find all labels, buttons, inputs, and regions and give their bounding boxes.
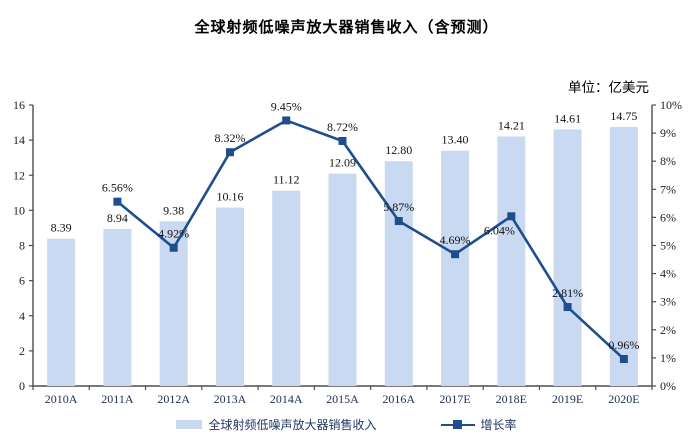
growth-value-label: 0.96%	[608, 338, 639, 352]
growth-marker	[394, 217, 403, 226]
growth-value-label: 4.92%	[158, 227, 189, 241]
revenue-bar	[497, 136, 526, 386]
revenue-bar	[609, 126, 638, 386]
x-axis-label: 2016A	[382, 392, 415, 406]
bar-value-label: 14.75	[610, 109, 637, 123]
x-axis-label: 2017E	[439, 392, 470, 406]
right-axis-tick-label: 8%	[660, 154, 676, 168]
left-axis-tick-label: 8	[19, 239, 25, 253]
right-axis-tick-label: 4%	[660, 267, 676, 281]
right-axis-tick-label: 7%	[660, 182, 676, 196]
x-axis-label: 2010A	[45, 392, 78, 406]
right-axis-tick-label: 5%	[660, 239, 676, 253]
bar-value-label: 9.38	[163, 203, 184, 217]
legend-growth-label: 增长率	[480, 418, 517, 432]
right-axis-tick-label: 10%	[660, 98, 682, 112]
bar-value-label: 11.12	[273, 173, 300, 187]
bar-value-label: 14.21	[498, 118, 525, 132]
x-axis-label: 2018E	[496, 392, 527, 406]
growth-marker	[338, 136, 347, 145]
left-axis-tick-label: 12	[13, 168, 25, 182]
growth-marker	[225, 148, 234, 157]
legend-item-growth: 增长率	[440, 416, 517, 433]
x-axis-label: 2015A	[326, 392, 359, 406]
legend-bar-swatch-icon	[176, 420, 203, 429]
x-axis-label: 2013A	[214, 392, 247, 406]
chart-title: 全球射频低噪声放大器销售收入（含预测）	[194, 20, 499, 36]
revenue-bar	[215, 207, 244, 386]
revenue-bar	[553, 129, 582, 387]
growth-marker	[113, 197, 122, 206]
left-axis-tick-label: 14	[13, 133, 25, 147]
right-axis-tick-label: 6%	[660, 210, 676, 224]
unit-label: 单位：亿美元	[568, 80, 649, 95]
bar-value-label: 12.09	[329, 156, 356, 170]
growth-value-label: 6.04%	[484, 223, 515, 237]
left-axis-tick-label: 16	[13, 98, 25, 112]
growth-marker	[619, 355, 628, 364]
bar-value-label: 14.61	[554, 111, 581, 125]
revenue-bar	[384, 161, 413, 386]
growth-value-label: 5.87%	[383, 200, 414, 214]
growth-marker	[282, 116, 291, 125]
growth-value-label: 6.56%	[102, 181, 133, 195]
growth-value-label: 2.81%	[552, 286, 583, 300]
x-axis-label: 2019E	[552, 392, 583, 406]
x-axis-label: 2014A	[270, 392, 303, 406]
growth-marker	[169, 243, 178, 252]
legend-item-revenue: 全球射频低噪声放大器销售收入	[176, 416, 377, 433]
revenue-bar	[441, 150, 470, 386]
x-axis-label: 2020E	[608, 392, 639, 406]
growth-value-label: 9.45%	[271, 99, 302, 113]
growth-marker	[507, 212, 516, 221]
left-axis-tick-label: 2	[19, 344, 25, 358]
right-axis-tick-label: 2%	[660, 323, 676, 337]
right-axis-tick-label: 1%	[660, 351, 676, 365]
chart-legend: 全球射频低噪声放大器销售收入 增长率	[0, 416, 693, 433]
growth-value-label: 8.72%	[327, 120, 358, 134]
left-axis-tick-label: 10	[13, 203, 25, 217]
left-axis-tick-label: 0	[19, 379, 25, 393]
revenue-bar	[328, 173, 357, 386]
revenue-bar	[47, 238, 76, 386]
legend-line-swatch-icon	[440, 420, 475, 429]
bar-value-label: 8.39	[51, 221, 72, 235]
left-axis-tick-label: 4	[19, 309, 25, 323]
growth-value-label: 4.69%	[440, 233, 471, 247]
x-axis-label: 2011A	[101, 392, 134, 406]
growth-marker	[563, 303, 572, 312]
growth-line	[116, 119, 625, 360]
bar-value-label: 13.40	[442, 133, 469, 147]
revenue-bar	[103, 228, 132, 386]
legend-revenue-label: 全球射频低噪声放大器销售收入	[208, 418, 377, 432]
growth-marker	[451, 250, 460, 259]
revenue-bar	[272, 190, 301, 386]
bar-value-label: 8.94	[107, 211, 128, 225]
right-axis-tick-label: 3%	[660, 295, 676, 309]
right-axis-tick-label: 0%	[660, 379, 676, 393]
bar-value-label: 10.16	[216, 190, 243, 204]
right-axis-tick-label: 9%	[660, 126, 676, 140]
x-axis-label: 2012A	[157, 392, 190, 406]
bar-value-label: 12.80	[385, 143, 412, 157]
left-axis-tick-label: 6	[19, 274, 25, 288]
growth-value-label: 8.32%	[214, 131, 245, 145]
